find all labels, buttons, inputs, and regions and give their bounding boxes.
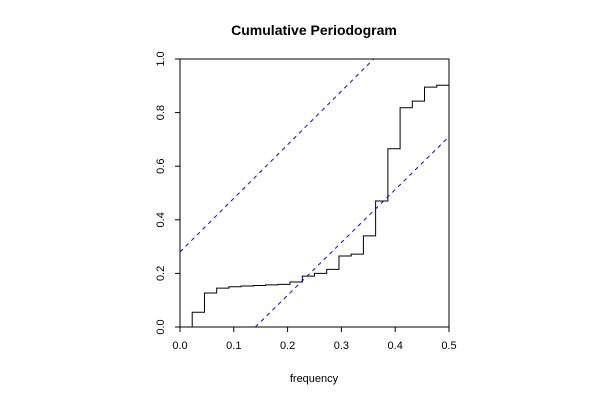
x-tick-label: 0.3: [334, 340, 349, 352]
y-tick-label: 0.2: [155, 266, 167, 281]
lower-confidence-band-line: [254, 136, 449, 327]
y-tick-label: 0.0: [155, 319, 167, 334]
x-axis-label: frequency: [290, 373, 339, 385]
x-tick-label: 0.1: [226, 340, 241, 352]
axes: 0.0 0.1 0.2 0.3 0.4 0.5 0.0 0.2 0.4 0.6 0.8 1.0: [155, 51, 457, 352]
x-tick-label: 0.4: [388, 340, 403, 352]
cumulative-periodogram-step-line: [180, 68, 449, 327]
plot-area: [180, 59, 449, 327]
y-tick-label: 1.0: [155, 51, 167, 66]
x-tick-label: 0.2: [280, 340, 295, 352]
y-tick-label: 0.6: [155, 159, 167, 174]
upper-confidence-band-line: [180, 59, 375, 253]
chart-title: Cumulative Periodogram: [231, 22, 397, 38]
x-tick-label: 0.5: [441, 340, 456, 352]
x-tick-label: 0.0: [172, 340, 187, 352]
plot-frame: [179, 58, 450, 328]
y-tick-label: 0.8: [155, 105, 167, 120]
y-tick-label: 0.4: [155, 212, 167, 227]
